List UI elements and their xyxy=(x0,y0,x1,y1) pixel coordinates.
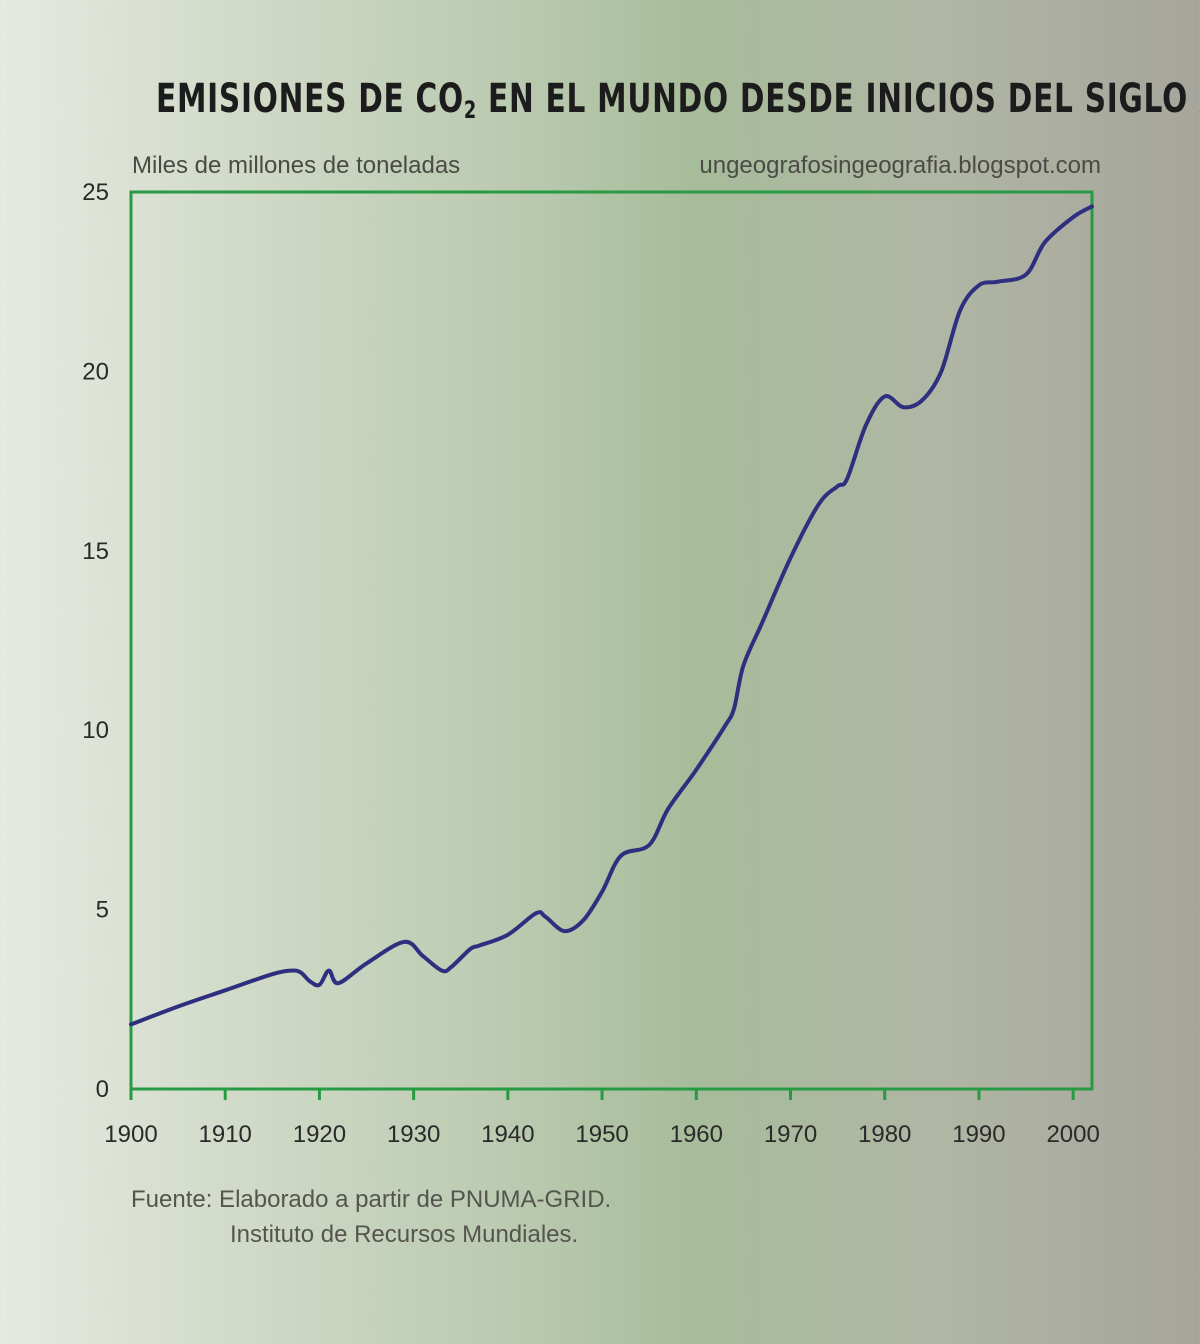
chart-title: EMISIONES DE CO2 EN EL MUNDO DESDE INICI… xyxy=(156,76,1200,124)
y-tick-label: 10 xyxy=(82,717,109,744)
y-tick-label: 0 xyxy=(96,1076,109,1103)
x-tick-label: 1950 xyxy=(575,1121,628,1148)
x-tick-label: 1940 xyxy=(481,1121,534,1148)
source-url: ungeografosingeografia.blogspot.com xyxy=(699,152,1101,179)
footnote-line-1: Fuente: Elaborado a partir de PNUMA-GRID… xyxy=(131,1186,612,1213)
x-tick-label: 1930 xyxy=(387,1121,440,1148)
x-axis-ticks: 1900 1910 1920 1930 1940 1950 1960 1970 1980 1990… xyxy=(104,1089,1100,1148)
footnote-line-2: Instituto de Recursos Mundiales. xyxy=(230,1221,579,1248)
footnote: Fuente: Elaborado a partir de PNUMA-GRID… xyxy=(131,1182,611,1252)
x-tick-label: 2000 xyxy=(1046,1121,1099,1148)
y-tick-label: 20 xyxy=(82,358,109,385)
x-tick-label: 1960 xyxy=(670,1121,723,1148)
x-tick-label: 1990 xyxy=(952,1121,1005,1148)
emissions-line xyxy=(129,204,1094,1027)
x-tick-label: 1980 xyxy=(858,1121,911,1148)
plot-frame xyxy=(129,190,1094,1091)
x-tick-label: 1910 xyxy=(199,1121,252,1148)
y-tick-label: 25 xyxy=(82,179,109,206)
x-tick-label: 1970 xyxy=(764,1121,817,1148)
x-tick-label: 1920 xyxy=(293,1121,346,1148)
y-axis-label: Miles de millones de toneladas xyxy=(132,152,461,179)
y-axis-ticks: 0 5 10 15 20 25 xyxy=(82,179,109,1103)
y-tick-label: 15 xyxy=(82,538,109,565)
y-tick-label: 5 xyxy=(96,897,109,924)
x-tick-label: 1900 xyxy=(104,1121,157,1148)
